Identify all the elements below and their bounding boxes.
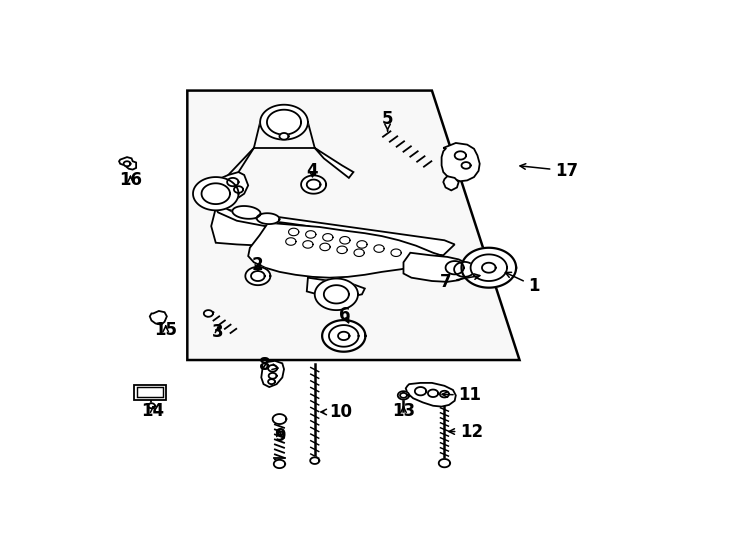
Text: 13: 13 [392, 402, 415, 420]
Text: 3: 3 [212, 323, 224, 341]
Polygon shape [150, 311, 167, 325]
Polygon shape [274, 460, 285, 468]
Polygon shape [260, 105, 308, 140]
Polygon shape [233, 206, 261, 219]
Polygon shape [454, 262, 475, 277]
Polygon shape [123, 161, 131, 166]
Text: 15: 15 [154, 321, 177, 339]
Polygon shape [301, 176, 326, 194]
Polygon shape [357, 241, 367, 248]
Polygon shape [307, 180, 321, 190]
Polygon shape [323, 234, 333, 241]
Polygon shape [310, 457, 319, 464]
Polygon shape [234, 186, 243, 193]
Polygon shape [415, 387, 426, 395]
Text: 17: 17 [520, 162, 578, 180]
Text: 14: 14 [142, 402, 164, 420]
Text: 6: 6 [339, 306, 351, 324]
Polygon shape [398, 391, 409, 400]
Polygon shape [288, 228, 299, 235]
Text: 7: 7 [440, 273, 480, 291]
Polygon shape [340, 237, 350, 244]
Polygon shape [202, 183, 230, 204]
FancyBboxPatch shape [137, 387, 163, 397]
Polygon shape [261, 361, 284, 387]
Polygon shape [245, 267, 270, 285]
Polygon shape [251, 271, 265, 281]
Polygon shape [305, 231, 316, 238]
Text: 5: 5 [382, 110, 393, 131]
Polygon shape [482, 263, 495, 273]
Polygon shape [315, 148, 354, 178]
Polygon shape [322, 320, 366, 352]
Polygon shape [227, 178, 239, 186]
Text: 2: 2 [252, 256, 264, 274]
Text: 9: 9 [274, 427, 286, 445]
Polygon shape [269, 373, 277, 379]
Polygon shape [268, 379, 275, 384]
Polygon shape [354, 249, 364, 256]
Text: 16: 16 [119, 171, 142, 190]
Polygon shape [440, 391, 449, 397]
Polygon shape [193, 177, 239, 210]
Polygon shape [204, 310, 213, 317]
Polygon shape [400, 393, 407, 398]
Polygon shape [216, 172, 248, 199]
Polygon shape [315, 279, 358, 310]
Polygon shape [268, 365, 277, 372]
Polygon shape [148, 403, 155, 408]
Polygon shape [320, 243, 330, 251]
FancyBboxPatch shape [134, 385, 166, 400]
Polygon shape [329, 325, 358, 347]
Polygon shape [212, 194, 319, 235]
Polygon shape [248, 223, 445, 278]
Polygon shape [439, 459, 450, 467]
Polygon shape [391, 249, 401, 256]
Polygon shape [267, 110, 301, 134]
Polygon shape [337, 246, 347, 254]
Polygon shape [338, 332, 349, 340]
Polygon shape [286, 238, 296, 245]
Polygon shape [404, 253, 470, 282]
Text: 8: 8 [259, 356, 278, 374]
Text: 11: 11 [442, 386, 482, 404]
Polygon shape [470, 254, 507, 281]
Polygon shape [211, 208, 454, 255]
Polygon shape [324, 285, 349, 303]
Polygon shape [187, 91, 520, 360]
Polygon shape [272, 414, 286, 424]
Polygon shape [462, 162, 470, 168]
Polygon shape [442, 143, 480, 181]
Text: 12: 12 [449, 422, 484, 441]
Polygon shape [428, 389, 438, 397]
Text: 4: 4 [307, 162, 319, 180]
Polygon shape [374, 245, 384, 252]
Polygon shape [406, 383, 456, 407]
Text: 10: 10 [321, 403, 352, 421]
Polygon shape [257, 213, 280, 224]
Polygon shape [454, 151, 466, 160]
Text: 1: 1 [506, 272, 540, 295]
Polygon shape [303, 241, 313, 248]
Polygon shape [280, 133, 288, 140]
Polygon shape [446, 261, 464, 274]
Polygon shape [307, 278, 365, 298]
Polygon shape [462, 248, 516, 288]
Polygon shape [119, 157, 136, 170]
Polygon shape [443, 176, 459, 191]
